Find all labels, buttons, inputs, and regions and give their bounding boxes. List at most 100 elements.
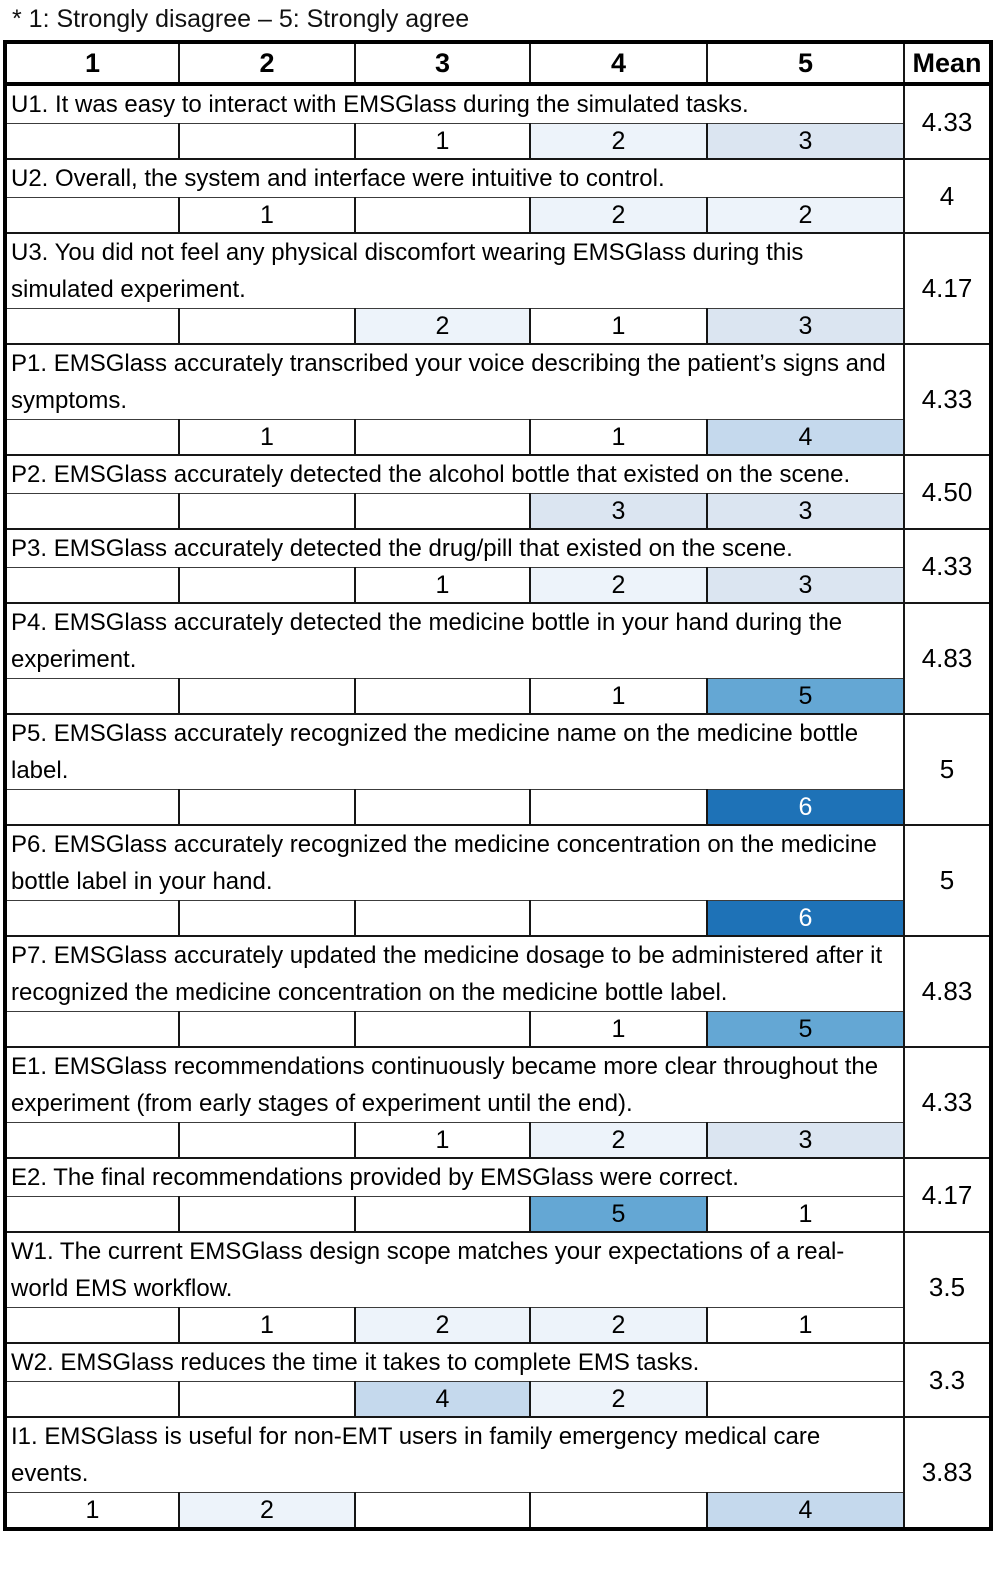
counts-row: 4 2: [4, 1381, 991, 1418]
count-cell: [4, 1307, 180, 1344]
count-cell: 1: [529, 1011, 708, 1048]
question-cell-P5: P5. EMSGlass accurately recognized the m…: [4, 713, 905, 790]
count-cell: [178, 308, 356, 345]
count-cell: [4, 123, 180, 160]
counts-row: 1 2 2: [4, 197, 991, 234]
count-cell: 2: [529, 1307, 708, 1344]
count-cell: [529, 1492, 708, 1530]
count-cell: 4: [706, 419, 905, 456]
count-cell: [4, 197, 180, 234]
rating-header-3: 3: [354, 41, 531, 86]
counts-row: 1 2 3: [4, 123, 991, 160]
count-cell: 3: [706, 1122, 905, 1159]
counts-row: 1 2 2 1: [4, 1307, 991, 1344]
count-cell: 1: [354, 567, 531, 604]
count-cell: 4: [706, 1492, 905, 1530]
question-row: P2. EMSGlass accurately detected the alc…: [4, 454, 992, 530]
count-cell: 1: [354, 1122, 531, 1159]
mean-header: Mean: [903, 41, 992, 86]
count-cell: [178, 678, 356, 715]
count-cell: 5: [706, 678, 905, 715]
mean-cell-P6: 5: [903, 824, 992, 937]
rating-header-1: 1: [4, 41, 180, 86]
rating-header-2: 2: [178, 41, 356, 86]
count-cell: [706, 1381, 905, 1418]
count-cell: 1: [529, 678, 708, 715]
count-cell: 1: [706, 1196, 905, 1233]
question-cell-P3: P3. EMSGlass accurately detected the dru…: [4, 528, 905, 568]
count-cell: [178, 900, 356, 937]
mean-cell-P5: 5: [903, 713, 992, 826]
count-cell: [4, 900, 180, 937]
count-cell: [4, 567, 180, 604]
mean-cell-P2: 4.50: [903, 454, 992, 530]
count-cell: [354, 1492, 531, 1530]
count-cell: 3: [706, 493, 905, 530]
count-cell: [529, 900, 708, 937]
question-cell-P4: P4. EMSGlass accurately detected the med…: [4, 602, 905, 679]
mean-cell-E1: 4.33: [903, 1046, 992, 1159]
count-cell: 1: [529, 419, 708, 456]
question-cell-W1: W1. The current EMSGlass design scope ma…: [4, 1231, 905, 1308]
count-cell: [354, 678, 531, 715]
mean-cell-E2: 4.17: [903, 1157, 992, 1233]
count-cell: 5: [706, 1011, 905, 1048]
question-row: W1. The current EMSGlass design scope ma…: [4, 1231, 992, 1344]
question-cell-P6: P6. EMSGlass accurately recognized the m…: [4, 824, 905, 901]
count-cell: 2: [354, 1307, 531, 1344]
mean-cell-P3: 4.33: [903, 528, 992, 604]
mean-cell-U2: 4: [903, 158, 992, 234]
question-row: E2. The final recommendations provided b…: [4, 1157, 992, 1233]
count-cell: [354, 419, 531, 456]
count-cell: 2: [529, 1122, 708, 1159]
count-cell: 1: [178, 1307, 356, 1344]
count-cell: 5: [529, 1196, 708, 1233]
count-cell: [354, 1196, 531, 1233]
count-cell: [178, 789, 356, 826]
mean-cell-P7: 4.83: [903, 935, 992, 1048]
counts-row: 2 1 3: [4, 308, 991, 345]
count-cell: 3: [706, 123, 905, 160]
count-cell: 2: [529, 1381, 708, 1418]
results-table: 1 2 3 4 5 Mean U1. It was easy to intera…: [3, 40, 993, 1531]
count-cell: [354, 900, 531, 937]
question-row: P6. EMSGlass accurately recognized the m…: [4, 824, 992, 937]
count-cell: 1: [178, 197, 356, 234]
count-cell: 2: [529, 123, 708, 160]
count-cell: [4, 1011, 180, 1048]
count-cell: [178, 1122, 356, 1159]
count-cell: 2: [706, 197, 905, 234]
counts-row: 1 1 4: [4, 419, 991, 456]
question-cell-I1: I1. EMSGlass is useful for non-EMT users…: [4, 1416, 905, 1493]
counts-row: 6: [4, 789, 991, 826]
rating-header-4: 4: [529, 41, 708, 86]
question-row: I1. EMSGlass is useful for non-EMT users…: [4, 1416, 992, 1530]
count-cell: [178, 123, 356, 160]
page: * 1: Strongly disagree – 5: Strongly agr…: [3, 5, 993, 1531]
count-cell: 6: [706, 900, 905, 937]
question-row: P5. EMSGlass accurately recognized the m…: [4, 713, 992, 826]
count-cell: [4, 1122, 180, 1159]
header-row: 1 2 3 4 5 Mean: [4, 41, 992, 86]
question-row: U1. It was easy to interact with EMSGlas…: [4, 83, 992, 160]
count-cell: 1: [706, 1307, 905, 1344]
count-cell: 2: [529, 567, 708, 604]
mean-cell-U1: 4.33: [903, 83, 992, 160]
counts-row: 1 5: [4, 1011, 991, 1048]
counts-row: 3 3: [4, 493, 991, 530]
count-cell: [178, 493, 356, 530]
count-cell: 1: [178, 419, 356, 456]
count-cell: [4, 419, 180, 456]
counts-row: 5 1: [4, 1196, 991, 1233]
count-cell: [178, 567, 356, 604]
mean-cell-W2: 3.3: [903, 1342, 992, 1418]
counts-row: 1 2 3: [4, 567, 991, 604]
question-row: P7. EMSGlass accurately updated the medi…: [4, 935, 992, 1048]
question-cell-U3: U3. You did not feel any physical discom…: [4, 232, 905, 309]
count-cell: [4, 1381, 180, 1418]
count-cell: [354, 493, 531, 530]
count-cell: 2: [354, 308, 531, 345]
mean-cell-P1: 4.33: [903, 343, 992, 456]
question-row: P1. EMSGlass accurately transcribed your…: [4, 343, 992, 456]
question-row: U3. You did not feel any physical discom…: [4, 232, 992, 345]
